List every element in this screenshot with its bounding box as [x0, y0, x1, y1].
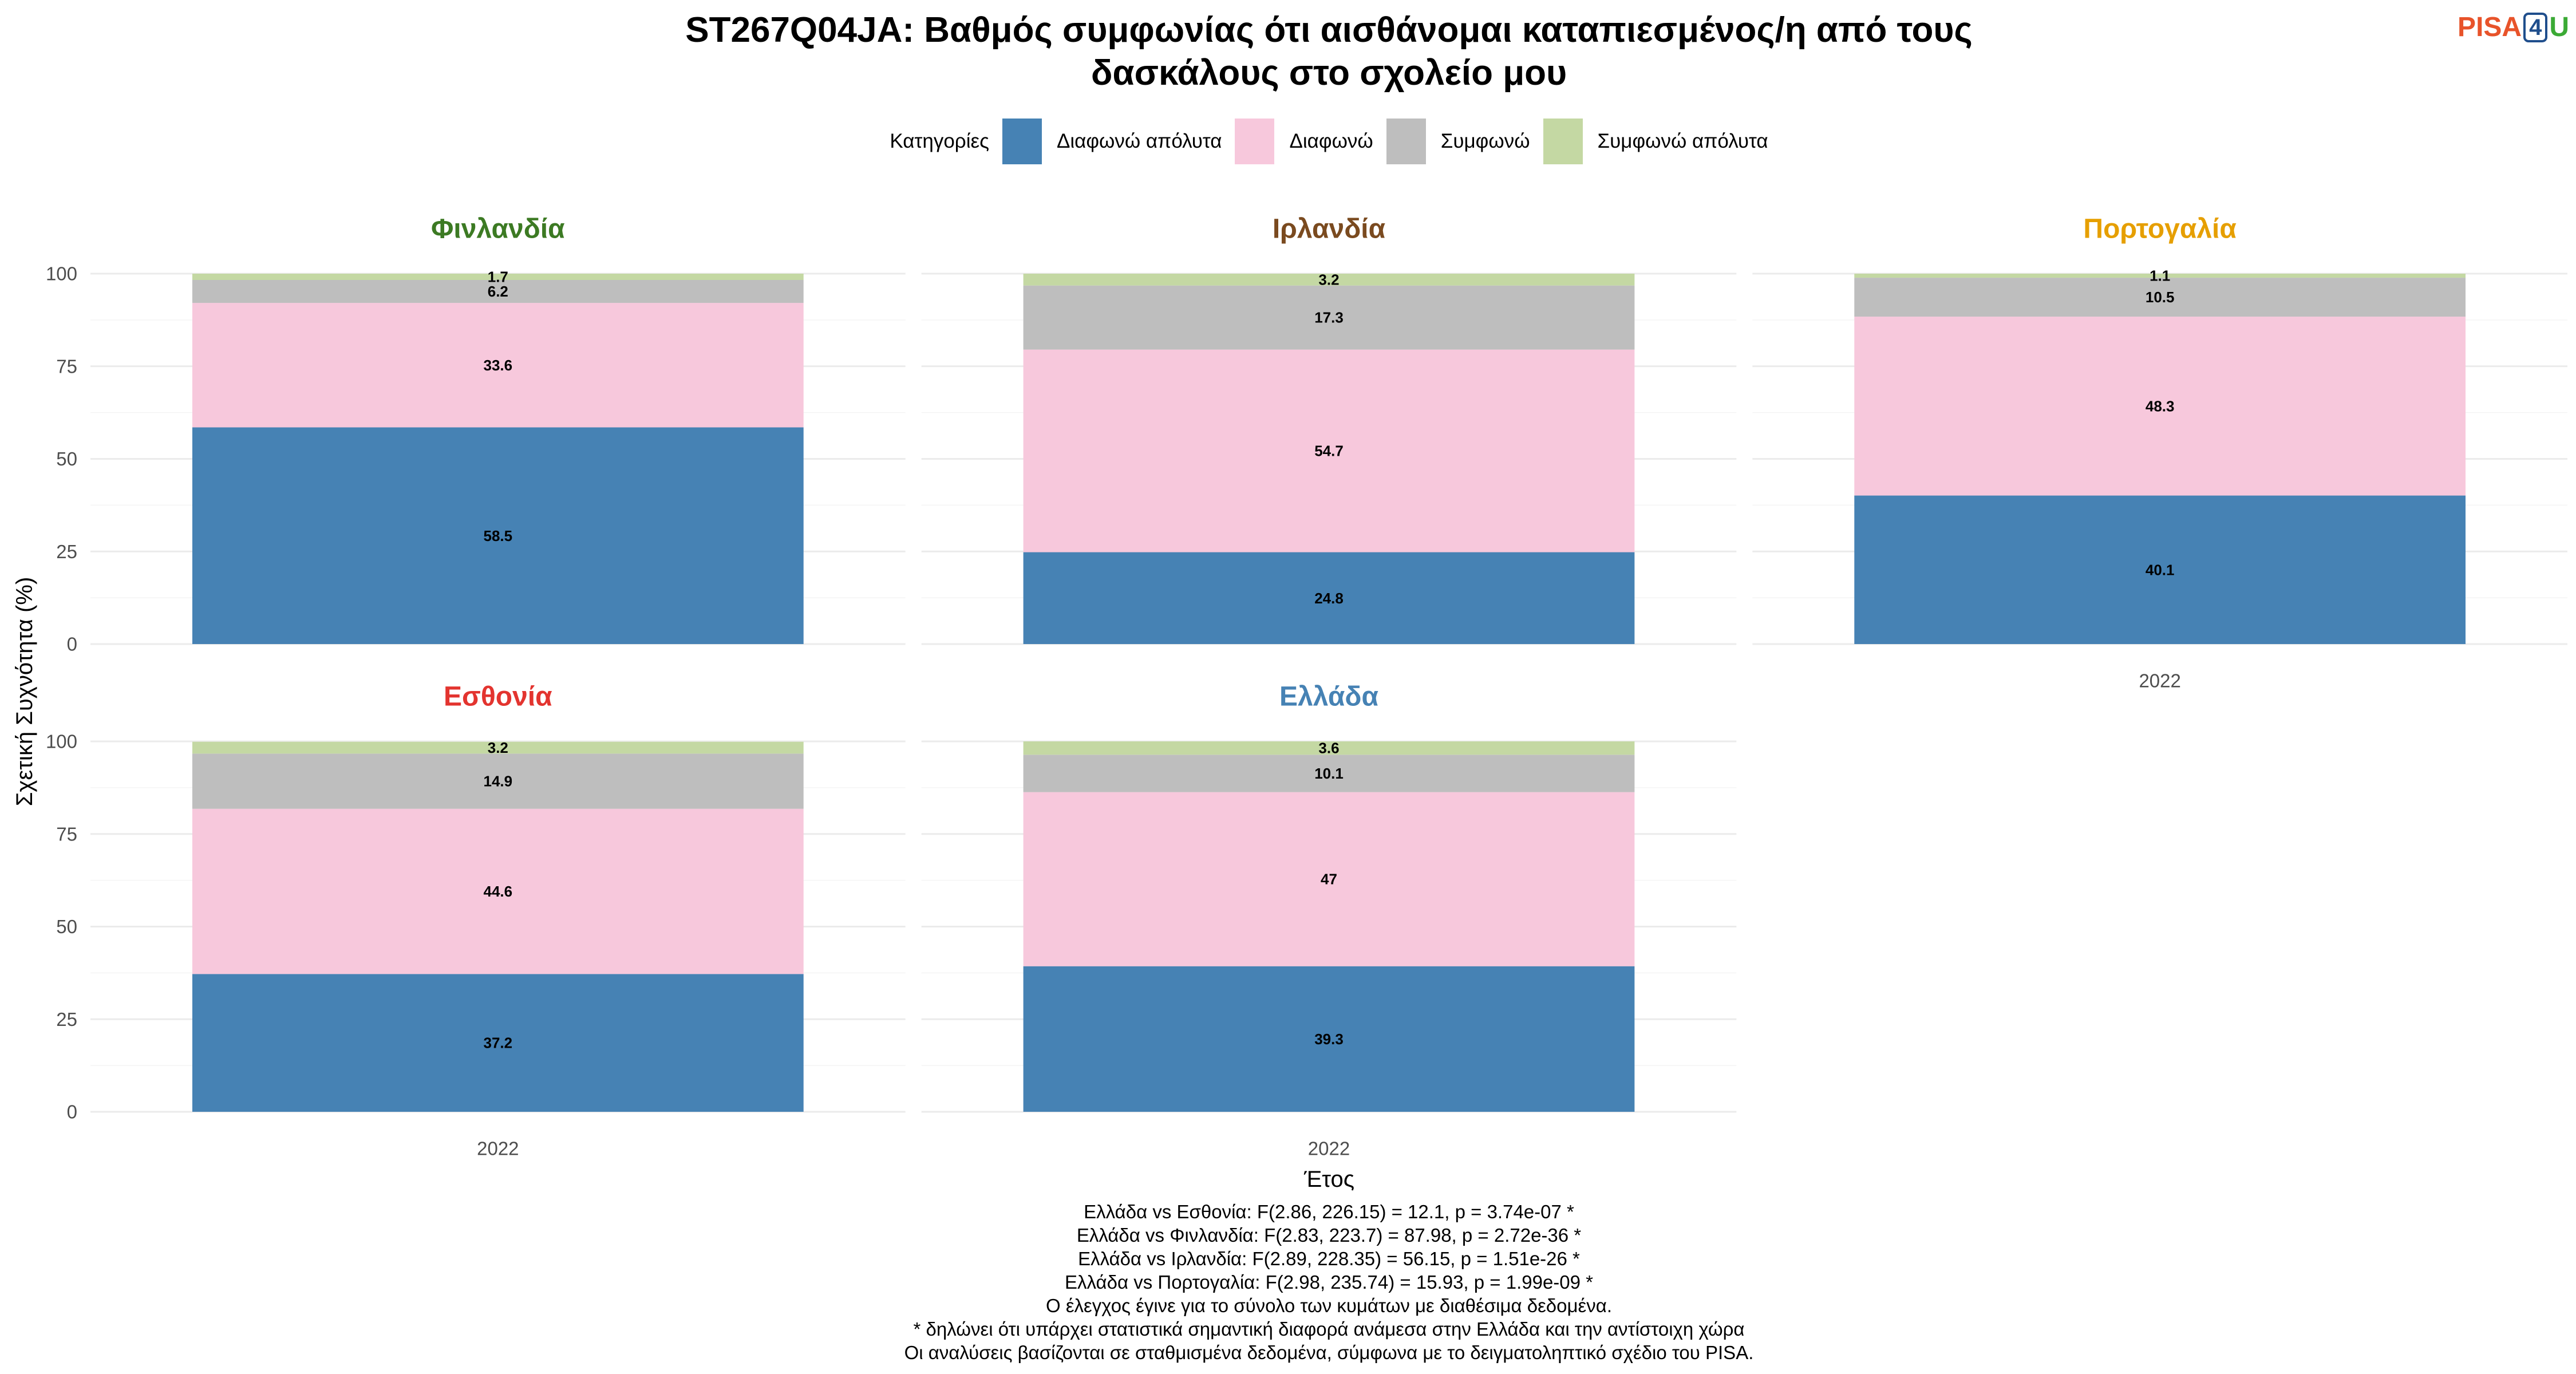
caption-line: Οι αναλύσεις βασίζονται σε σταθμισμένα δ… — [904, 1342, 1754, 1363]
legend-item: Διαφωνώ απόλυτα — [1002, 119, 1222, 164]
legend-label: Διαφωνώ απόλυτα — [1056, 130, 1222, 152]
chart-title-line-2: δασκάλους στο σχολείο μου — [1091, 53, 1567, 93]
caption-line: Ελλάδα vs Φινλανδία: F(2.83, 223.7) = 87… — [1076, 1225, 1582, 1246]
facet-panel: Εσθονία 37.2 44.6 14.9 3.2 0 25 50 75 100 2022 — [46, 682, 906, 1159]
bar-segment — [192, 808, 804, 974]
facet-panel: Ιρλανδία 24.8 54.7 17.3 3.2 — [921, 214, 1737, 645]
bar-segment — [192, 303, 804, 428]
facet-panel: Πορτογαλία 40.1 48.3 10.5 1.1 2022 — [1752, 214, 2567, 692]
bar-segment — [1023, 792, 1635, 966]
bar-segment — [1023, 349, 1635, 552]
bar-segment — [1023, 552, 1635, 644]
facet-title: Πορτογαλία — [2083, 214, 2237, 244]
data-label: 3.6 — [1318, 740, 1339, 757]
data-label: 40.1 — [2146, 561, 2175, 578]
caption-line: Ελλάδα vs Εσθονία: F(2.86, 226.15) = 12.… — [1084, 1201, 1574, 1222]
facet-title: Ιρλανδία — [1273, 214, 1386, 244]
y-tick-label: 50 — [56, 448, 77, 469]
caption-line: Ελλάδα vs Ιρλανδία: F(2.89, 228.35) = 56… — [1078, 1248, 1580, 1269]
legend-label: Συμφωνώ — [1440, 130, 1530, 152]
data-label: 17.3 — [1314, 309, 1344, 326]
caption-line: * δηλώνει ότι υπάρχει στατιστικά σημαντι… — [913, 1318, 1745, 1340]
caption: Ελλάδα vs Εσθονία: F(2.86, 226.15) = 12.… — [90, 1200, 2567, 1364]
y-tick-label: 0 — [67, 1101, 77, 1123]
legend-swatch — [1002, 119, 1042, 164]
y-tick-label: 100 — [46, 731, 77, 752]
data-label: 10.1 — [1314, 765, 1344, 782]
legend-swatch — [1235, 119, 1275, 164]
legend-title: Κατηγορίες — [890, 130, 989, 152]
bar-segment — [1023, 966, 1635, 1112]
data-label: 3.2 — [1318, 271, 1339, 288]
data-label: 39.3 — [1314, 1030, 1344, 1048]
bar-segment — [192, 279, 804, 303]
chart-title: ST267Q04JA: Βαθμός συμφωνίας ότι αισθάνο… — [90, 9, 2567, 94]
data-label: 1.1 — [2150, 267, 2170, 285]
legend-item: Συμφωνώ απόλυτα — [1543, 119, 1768, 164]
data-label: 48.3 — [2146, 397, 2175, 414]
facet-panel: Ελλάδα 39.3 47 10.1 3.6 2022 — [921, 682, 1737, 1159]
data-label: 6.2 — [488, 283, 508, 300]
data-label: 3.2 — [488, 739, 508, 756]
legend-item: Συμφωνώ — [1386, 119, 1530, 164]
bar-segment — [1023, 274, 1635, 286]
legend-label: Διαφωνώ — [1289, 130, 1373, 152]
bar-segment — [192, 274, 804, 280]
y-tick-label: 100 — [46, 263, 77, 285]
logo-text-four: 4 — [2523, 13, 2548, 42]
bar-segment — [1023, 285, 1635, 350]
pisa4u-logo: PISA 4 U — [2458, 13, 2569, 42]
bar-segment — [1023, 755, 1635, 792]
facet-title: Φινλανδία — [431, 214, 565, 244]
data-label: 10.5 — [2146, 289, 2175, 306]
data-label: 54.7 — [1314, 443, 1344, 460]
legend-item: Διαφωνώ — [1235, 119, 1373, 164]
legend-label: Συμφωνώ απόλυτα — [1597, 130, 1768, 152]
x-axis-title: Έτος — [1303, 1167, 1354, 1192]
data-label: 37.2 — [484, 1035, 513, 1052]
y-axis-title: Σχετική Συχνότητα (%) — [12, 577, 37, 807]
x-tick-label: 2022 — [2139, 670, 2180, 692]
caption-line: Ελλάδα vs Πορτογαλία: F(2.98, 235.74) = … — [1064, 1272, 1594, 1293]
legend-swatch — [1543, 119, 1583, 164]
y-tick-label: 0 — [67, 634, 77, 655]
facet-title: Ελλάδα — [1279, 682, 1378, 712]
bar-segment — [1854, 495, 2466, 644]
data-label: 14.9 — [484, 773, 513, 790]
y-tick-label: 75 — [56, 356, 77, 377]
data-label: 58.5 — [484, 527, 513, 544]
logo-text-pisa: PISA — [2458, 12, 2522, 42]
bar-segment — [192, 427, 804, 644]
caption-line: Ο έλεγχος έγινε για το σύνολο των κυμάτω… — [1046, 1295, 1612, 1316]
bar-segment — [1854, 274, 2466, 278]
bar-segment — [192, 974, 804, 1112]
data-label: 33.6 — [484, 357, 513, 374]
bar-segment — [1023, 741, 1635, 755]
chart-title-line-1: ST267Q04JA: Βαθμός συμφωνίας ότι αισθάνο… — [685, 10, 1973, 50]
data-label: 44.6 — [484, 883, 513, 900]
y-tick-label: 25 — [56, 1009, 77, 1030]
bar-segment — [192, 753, 804, 809]
facet-title: Εσθονία — [444, 682, 552, 712]
y-tick-label: 25 — [56, 541, 77, 562]
data-label: 1.7 — [488, 268, 508, 285]
x-tick-label: 2022 — [477, 1138, 519, 1159]
legend: Κατηγορίες Διαφωνώ απόλυτα Διαφωνώ Συμφωνώ… — [90, 119, 2567, 164]
logo-text-u: U — [2549, 12, 2569, 42]
legend-swatch — [1386, 119, 1426, 164]
data-label: 47 — [1321, 871, 1337, 888]
y-tick-label: 75 — [56, 823, 77, 844]
x-tick-label: 2022 — [1308, 1138, 1350, 1159]
data-label: 24.8 — [1314, 590, 1344, 607]
facet-panel: Φινλανδία 58.5 33.6 6.21.7 0 25 50 75 100 — [46, 214, 906, 655]
bar-segment — [192, 741, 804, 754]
y-tick-label: 50 — [56, 916, 77, 937]
bar-segment — [1854, 317, 2466, 496]
bar-segment — [1854, 278, 2466, 317]
